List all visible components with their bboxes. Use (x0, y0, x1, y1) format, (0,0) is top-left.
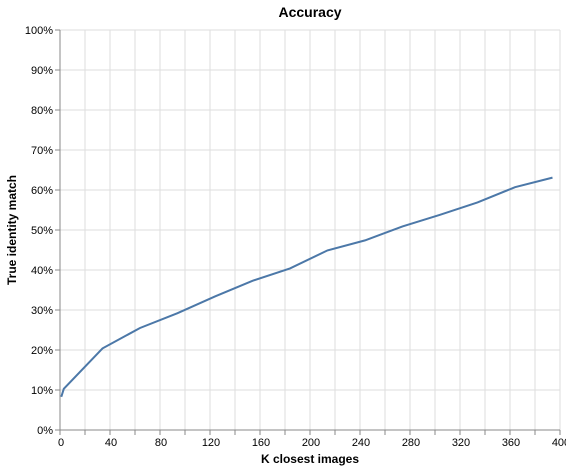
y-tick-label: 30% (31, 305, 53, 317)
y-tick-label: 60% (31, 185, 53, 197)
y-tick-label: 10% (31, 385, 53, 397)
y-axis-title: True identity match (5, 175, 19, 285)
y-tick-label: 90% (31, 65, 53, 77)
x-tick-label: 240 (352, 437, 370, 449)
chart-title: Accuracy (278, 4, 341, 20)
y-tick-label: 40% (31, 265, 53, 277)
x-axis-title: K closest images (261, 452, 359, 466)
y-tick-label: 80% (31, 105, 53, 117)
axes: 0 40 80 120 160 200 240 280 320 360 400 0% 10% 20% 30%… (25, 25, 566, 449)
x-tick-label: 360 (502, 437, 520, 449)
series-layer (60, 176, 553, 398)
x-tick-label: 200 (302, 437, 320, 449)
x-tick-label: 80 (155, 437, 167, 449)
x-tick-label: 120 (202, 437, 220, 449)
y-tick-label: 70% (31, 145, 53, 157)
y-tick-label: 100% (25, 25, 53, 37)
y-tick-label: 0% (37, 425, 53, 437)
x-tick-label: 400 (552, 437, 566, 449)
y-tick-label: 50% (31, 225, 53, 237)
series-line (60, 176, 553, 398)
x-tick-label: 280 (402, 437, 420, 449)
y-tick-label: 20% (31, 345, 53, 357)
grid (59, 29, 561, 431)
x-tick-label: 160 (252, 437, 270, 449)
x-tick-label: 0 (58, 437, 64, 449)
x-tick-label: 320 (452, 437, 470, 449)
x-tick-label: 40 (105, 437, 117, 449)
